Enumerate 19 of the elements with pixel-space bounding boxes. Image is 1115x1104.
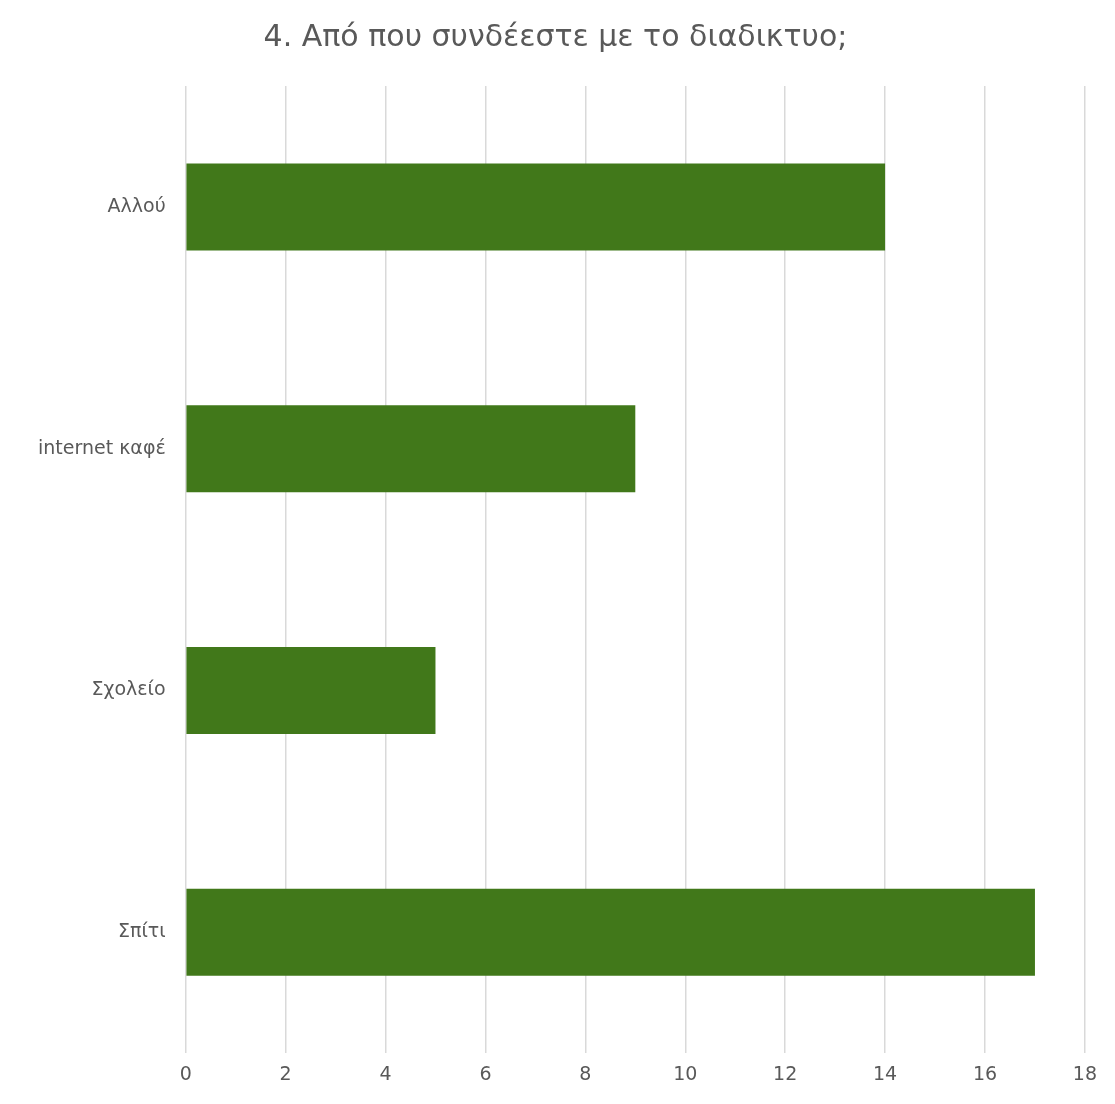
bar bbox=[186, 888, 1035, 976]
x-tick-label: 6 bbox=[479, 1061, 492, 1084]
x-tick-label: 14 bbox=[872, 1061, 898, 1084]
bar bbox=[186, 405, 636, 493]
x-tick-label: 2 bbox=[279, 1061, 292, 1084]
y-tick-label: Σχολείο bbox=[91, 677, 166, 700]
y-tick-label: Αλλού bbox=[107, 193, 166, 216]
x-tick-label: 16 bbox=[972, 1061, 998, 1084]
y-tick-label: internet καφέ bbox=[38, 435, 166, 458]
x-tick-label: 4 bbox=[379, 1061, 392, 1084]
bar bbox=[186, 646, 436, 735]
chart-title: 4. Από που συνδέεστε με το διαδικτυο; bbox=[263, 17, 848, 53]
x-tick-label: 12 bbox=[773, 1061, 798, 1084]
x-tick-label: 18 bbox=[1072, 1061, 1098, 1084]
bar bbox=[186, 163, 886, 251]
x-tick-label: 0 bbox=[179, 1061, 192, 1084]
y-tick-label: Σπίτι bbox=[117, 919, 166, 942]
x-tick-label: 10 bbox=[673, 1061, 698, 1084]
x-tick-label: 8 bbox=[579, 1061, 592, 1084]
